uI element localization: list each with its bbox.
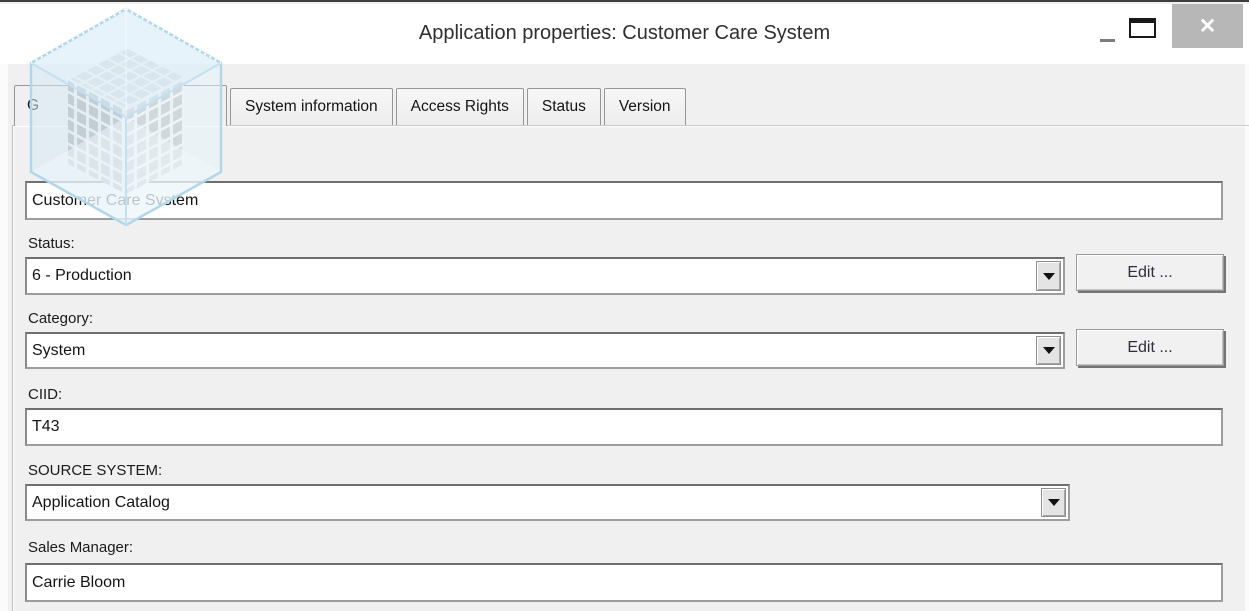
status-value: 6 - Production: [32, 267, 132, 284]
source-system-value: Application Catalog: [32, 493, 170, 511]
tab-status[interactable]: Status: [526, 88, 601, 125]
source-system-combobox[interactable]: Application Catalog: [25, 484, 1070, 521]
tab-version[interactable]: Version: [603, 88, 686, 125]
close-button[interactable]: ✕: [1172, 4, 1243, 48]
status-edit-button[interactable]: Edit ...: [1076, 254, 1224, 291]
status-dropdown-button[interactable]: [1036, 261, 1061, 291]
category-combobox[interactable]: System: [25, 332, 1065, 369]
tab-page: [12, 125, 1249, 611]
sales-manager-input[interactable]: [25, 563, 1223, 602]
minimize-icon: [1100, 39, 1115, 42]
status-label: Status:: [28, 235, 75, 252]
sales-manager-label: Sales Manager:: [28, 539, 134, 556]
window-left-frame: [0, 64, 8, 611]
chevron-down-icon: [1042, 347, 1055, 354]
source-system-label: SOURCE SYSTEM:: [28, 462, 163, 479]
source-system-dropdown-button[interactable]: [1041, 488, 1066, 517]
ciid-label: CIID:: [28, 386, 63, 403]
minimize-button[interactable]: [1098, 18, 1120, 44]
application-cube-icon: [29, 7, 223, 227]
close-icon: ✕: [1198, 14, 1217, 38]
category-label: Category:: [28, 310, 94, 327]
title-bar: Application properties: Customer Care Sy…: [0, 4, 1249, 64]
dialog-title: Application properties: Customer Care Sy…: [418, 22, 831, 44]
chevron-down-icon: [1047, 499, 1060, 506]
tab-system-information[interactable]: System information: [230, 88, 393, 125]
ciid-input[interactable]: [25, 408, 1223, 446]
maximize-icon: [1129, 18, 1156, 38]
category-dropdown-button[interactable]: [1036, 336, 1061, 365]
window-right-frame: [1245, 64, 1249, 611]
category-value: System: [32, 341, 86, 359]
maximize-button[interactable]: [1129, 18, 1157, 39]
tab-access-rights[interactable]: Access Rights: [395, 88, 524, 125]
application-name-input[interactable]: [25, 181, 1223, 220]
category-edit-button[interactable]: Edit ...: [1076, 329, 1224, 366]
chevron-down-icon: [1042, 272, 1055, 280]
status-combobox[interactable]: 6 - Production: [25, 257, 1065, 295]
